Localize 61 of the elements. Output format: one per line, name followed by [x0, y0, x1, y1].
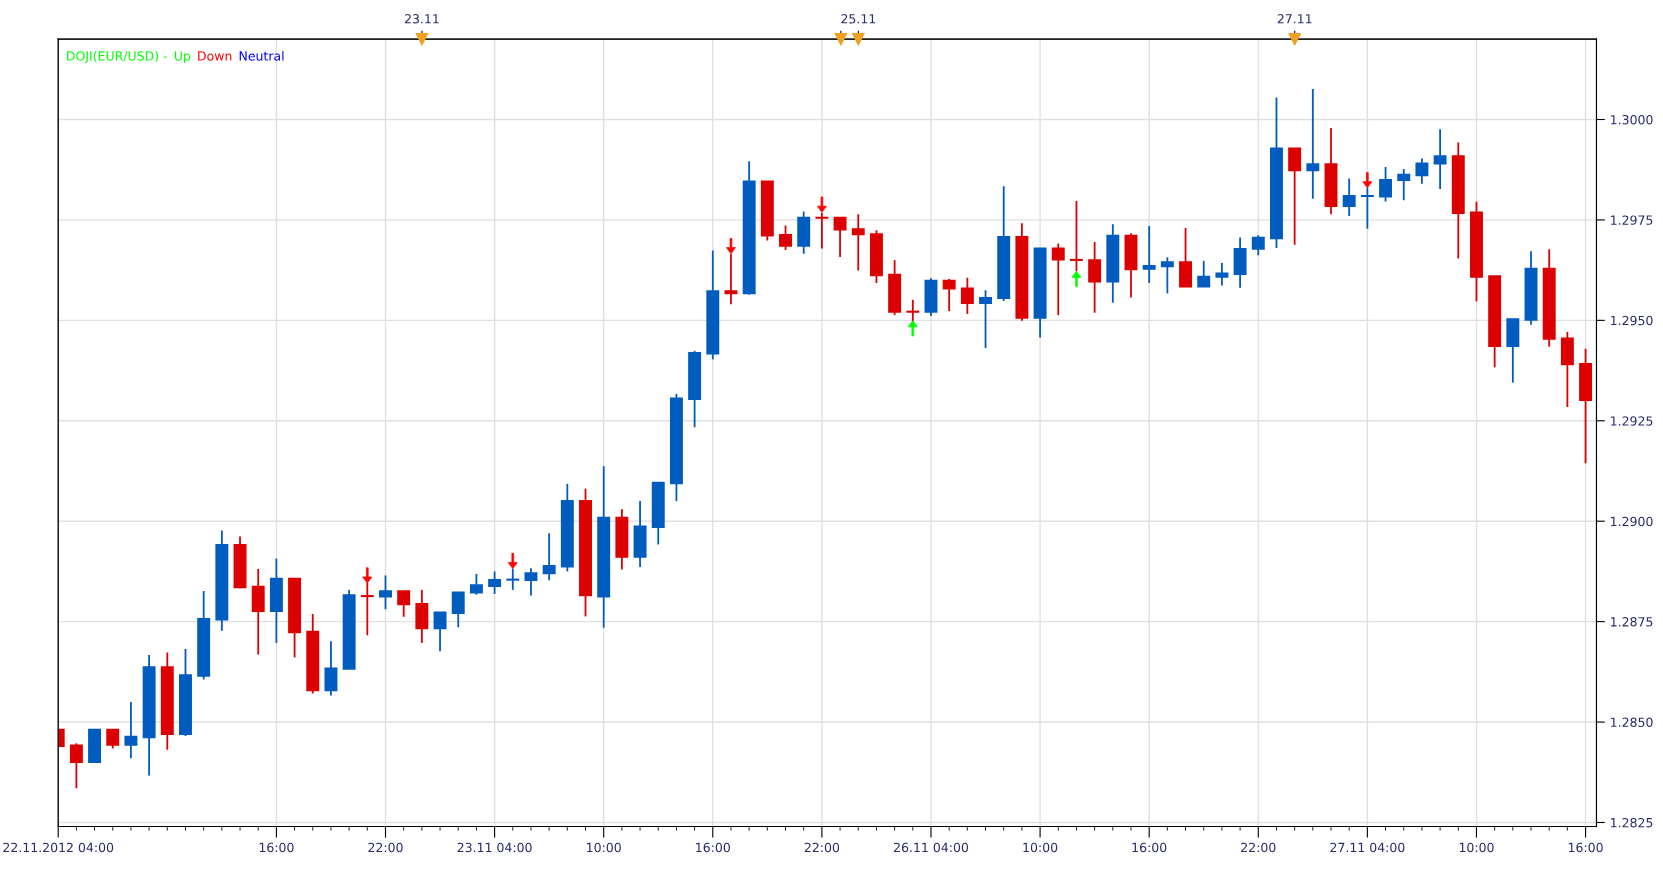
x2-tick-label: 27.11 [1277, 14, 1312, 24]
x-tick-label: 10:00 [1023, 842, 1058, 853]
x-tick-label: 10:00 [587, 842, 621, 853]
y-tick-label: 1.2875 [1611, 617, 1653, 627]
x-tick-label: 22:00 [1241, 842, 1276, 853]
y-tick-label: 1.2925 [1611, 416, 1653, 426]
x2-tick-label: 23.11 [404, 14, 439, 24]
text: Down [198, 51, 232, 61]
candlestick [1197, 259, 1211, 288]
candlestick [451, 591, 465, 629]
candlestick [379, 574, 392, 611]
y-tick-label: 1.3000 [1611, 114, 1653, 125]
candlestick [1342, 177, 1356, 217]
x2-tick-label: 25.11 [841, 14, 876, 24]
candlestick [324, 640, 338, 697]
candlestick [1051, 242, 1065, 317]
candlestick [942, 278, 956, 313]
candlestick [1397, 167, 1411, 202]
candlestick [433, 611, 447, 653]
candlestick [69, 742, 83, 790]
x-tick-label: 26.11 04:00 [894, 842, 969, 853]
candlestick [1215, 261, 1229, 287]
x-tick-label: 16:00 [696, 842, 730, 853]
candlestick [979, 289, 993, 349]
legend-title: DOJI(EUR/USD) - [67, 50, 168, 63]
candlestick [1379, 165, 1393, 203]
legend-label: Neutral [239, 50, 284, 61]
x-tick-label: 22:00 [368, 842, 403, 853]
candlestick [524, 567, 538, 597]
candlestick [1142, 225, 1156, 284]
candlestick [833, 216, 847, 258]
candlestick [851, 213, 865, 272]
y-tick-label: 1.2825 [1611, 817, 1653, 828]
x-tick-label: 16:00 [1568, 842, 1603, 853]
candlestick [1306, 88, 1320, 200]
candlestick [1251, 234, 1265, 257]
text: Up [174, 51, 191, 64]
y-tick-label: 1.2850 [1611, 717, 1653, 727]
candlestick [106, 728, 120, 750]
x-tick-label: 22:00 [804, 842, 840, 853]
candlestick [542, 532, 556, 582]
x-tick-label: 22.11.2012 04:00 [3, 842, 114, 853]
candlestick [488, 570, 502, 595]
x-tick-label: 16:00 [1132, 842, 1167, 853]
x-tick-label: 23.11 04:00 [457, 842, 532, 853]
candlestick [779, 224, 792, 251]
candlestick [469, 572, 483, 596]
y-tick-label: 1.2950 [1611, 315, 1653, 326]
candlestick [1088, 241, 1102, 314]
candlestick [397, 590, 411, 618]
candlestick [1415, 157, 1429, 185]
x-tick-label: 16:00 [259, 842, 294, 853]
y-tick-label: 1.2975 [1611, 215, 1653, 225]
candlestick [124, 701, 138, 760]
x-tick-label: 10:00 [1459, 842, 1494, 853]
candlestick [1160, 256, 1174, 295]
candlestick [960, 276, 974, 315]
y-tick-label: 1.2900 [1611, 516, 1653, 527]
x-tick-label: 27.11 04:00 [1330, 842, 1405, 853]
candlestick [1288, 147, 1302, 246]
candlestick [1433, 128, 1447, 190]
